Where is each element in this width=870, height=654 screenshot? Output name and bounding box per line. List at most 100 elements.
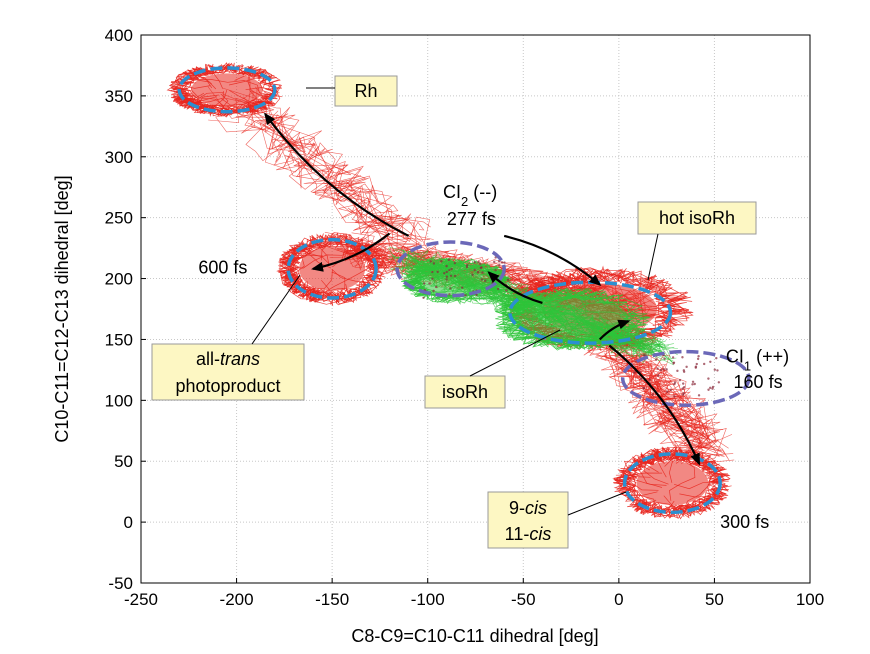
ci-point <box>634 360 637 363</box>
ci-point <box>691 383 694 386</box>
region-ellipse <box>622 452 722 515</box>
trajectory-path <box>498 288 568 336</box>
ci-point <box>450 267 453 271</box>
ci-point <box>676 369 679 373</box>
label-ci1-label: CI1 (++) <box>726 347 789 374</box>
ci-point <box>484 279 487 282</box>
ci-point <box>480 266 483 269</box>
label-ci2-label: CI2 (--) <box>443 182 497 209</box>
label-ci2-time: 277 fs <box>447 209 496 229</box>
x-tick-label: -200 <box>220 590 254 609</box>
label-box <box>487 491 569 549</box>
x-tick-label: -150 <box>315 590 349 609</box>
label-box <box>334 75 398 107</box>
ci-point <box>445 264 448 268</box>
trajectory-path <box>276 249 324 286</box>
ci-point <box>681 393 685 396</box>
ci-point <box>431 270 434 274</box>
cloud-core <box>191 73 263 107</box>
trajectory-path <box>618 491 682 519</box>
ci-point <box>480 278 484 281</box>
ci-point <box>694 365 698 368</box>
y-tick-label: 350 <box>105 87 133 106</box>
ci-point <box>465 265 469 269</box>
y-tick-label: 50 <box>114 452 133 471</box>
x-tick-label: -250 <box>124 590 158 609</box>
ci-ellipse <box>620 349 751 407</box>
y-tick-label: 250 <box>105 209 133 228</box>
trajectory-path <box>594 270 689 301</box>
ci-point <box>662 367 665 371</box>
ci-point <box>642 387 645 390</box>
ci-point <box>697 394 701 397</box>
trajectory-path <box>284 259 354 305</box>
ci-point <box>428 282 431 285</box>
ci-point <box>440 259 443 263</box>
x-tick-label: 0 <box>614 590 623 609</box>
ci-point <box>493 260 496 264</box>
ci-point <box>432 289 435 293</box>
pathway-arrow <box>608 344 701 466</box>
ci-point <box>479 262 482 266</box>
ci-point <box>449 287 452 290</box>
trajectory-path <box>244 109 395 253</box>
ci-point <box>445 270 448 274</box>
trajectory-path <box>195 63 283 98</box>
trajectory-path <box>284 232 334 267</box>
ci-point <box>651 393 654 396</box>
ci-point <box>422 282 426 285</box>
trajectory-path <box>219 108 419 255</box>
ci-point <box>696 357 700 361</box>
ci-point <box>663 357 666 360</box>
ci-point <box>494 269 497 272</box>
ci-point <box>465 264 469 267</box>
ci-point <box>453 274 457 278</box>
ci-point <box>672 362 675 365</box>
trajectory-path <box>587 306 723 452</box>
region-ellipse <box>177 66 277 114</box>
ci-point <box>707 377 710 380</box>
ci-point <box>503 261 506 264</box>
ci-point <box>473 261 476 264</box>
trajectory-path <box>631 446 690 470</box>
ci-point <box>448 268 451 272</box>
x-tick-label: 50 <box>705 590 724 609</box>
ci-point <box>632 371 636 374</box>
ci-point <box>443 272 446 275</box>
y-tick-label: -50 <box>108 574 133 593</box>
ci-point <box>476 270 480 274</box>
label-box <box>151 343 305 401</box>
y-tick-label: 300 <box>105 148 133 167</box>
x-tick-label: -100 <box>411 590 445 609</box>
ci-point <box>678 378 682 382</box>
ci-point <box>682 369 686 372</box>
plot-frame <box>140 34 811 584</box>
ci-point <box>496 287 500 291</box>
leader-line <box>469 329 561 377</box>
ci-point <box>481 271 484 274</box>
y-tick-label: 200 <box>105 270 133 289</box>
ci-point <box>715 356 718 360</box>
ci-point <box>681 356 684 359</box>
trajectory-path <box>177 94 254 117</box>
ci-point <box>500 261 504 264</box>
y-axis-label: C10-C11=C12-C13 dihedral [deg] <box>52 175 72 442</box>
ci-point <box>709 360 712 363</box>
trajectory-path <box>303 280 352 304</box>
label-t600: 600 fs <box>198 258 247 278</box>
ci-point <box>716 369 719 372</box>
trajectory-path <box>168 77 261 113</box>
label-box <box>424 375 506 409</box>
ci-point <box>431 277 434 280</box>
label-all-trans: all-trans <box>196 349 260 369</box>
pathway-arrows <box>264 112 701 466</box>
region-ellipses <box>177 66 751 515</box>
ci-point <box>707 388 710 391</box>
pathway-arrow <box>487 271 543 304</box>
pathway-arrow <box>598 319 631 341</box>
trajectory-path <box>333 233 387 280</box>
ci-point <box>654 358 658 361</box>
ci-point <box>639 377 643 381</box>
trajectory-path <box>291 233 369 258</box>
ci-point <box>702 362 706 366</box>
